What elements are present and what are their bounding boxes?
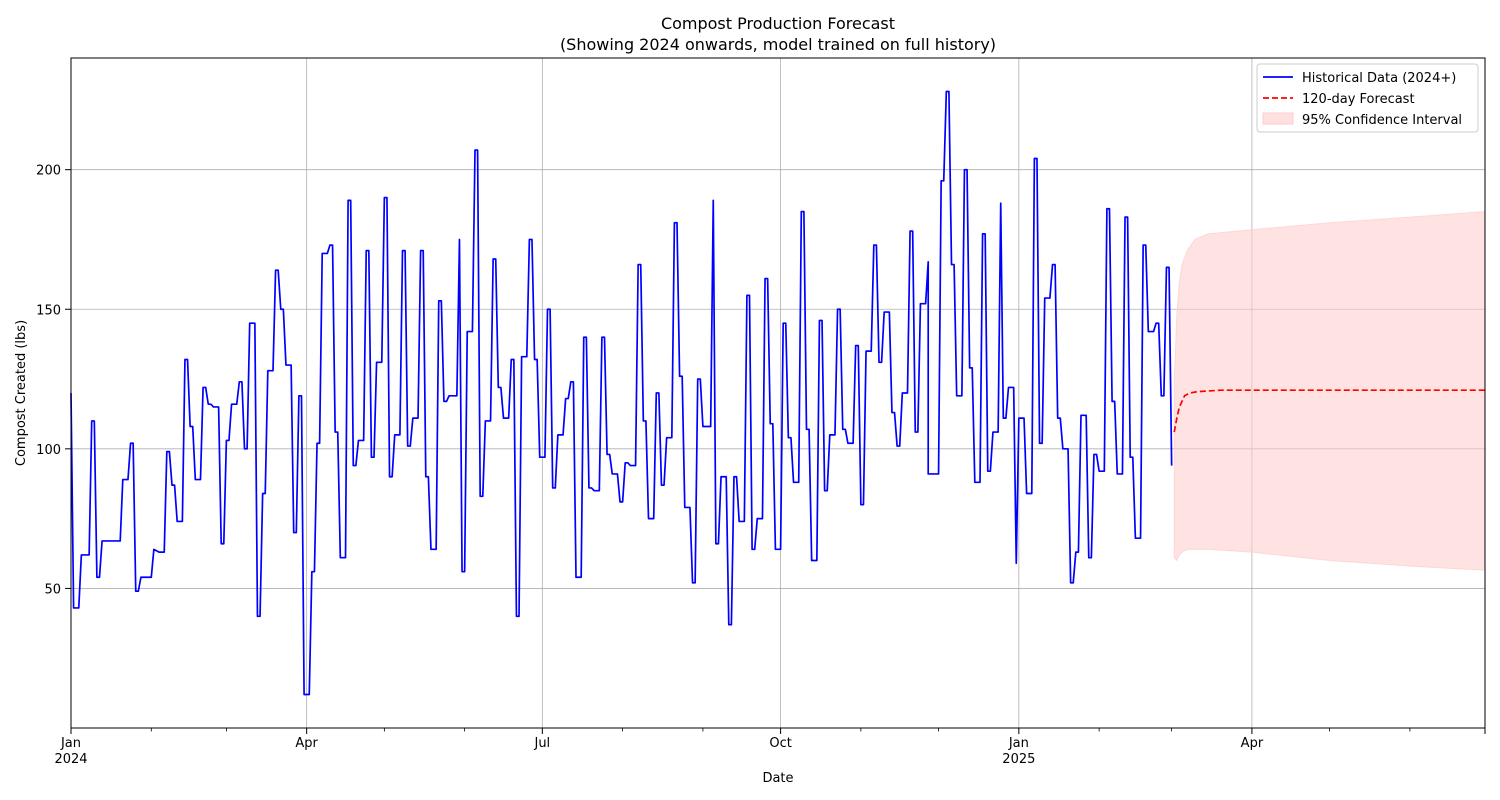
x-axis-label: Date (762, 771, 793, 786)
series-layer (70, 90, 1485, 696)
x-tick-label: Jan (60, 736, 81, 751)
legend-box (1256, 63, 1479, 133)
series-forecast-line (1173, 389, 1485, 433)
x-tick-label: Oct (769, 736, 791, 751)
y-tick-label: 100 (36, 443, 61, 458)
x-tick-label: Apr (295, 736, 318, 751)
legend-swatch-confidence (1262, 112, 1294, 125)
chart-subtitle: (Showing 2024 onwards, model trained on … (560, 35, 996, 54)
plot-frame (70, 57, 1486, 729)
y-tick-label: 150 (36, 303, 61, 318)
legend-label-forecast: 120-day Forecast (1302, 92, 1415, 107)
x-tick-label: Jan (1008, 736, 1029, 751)
series-historical-line (70, 90, 1173, 696)
legend-label-historical: Historical Data (2024+) (1302, 71, 1456, 86)
y-axis-label: Compost Created (lbs) (14, 320, 29, 466)
x-tick-year: 2025 (1002, 752, 1035, 767)
legend-label-confidence: 95% Confidence Interval (1302, 113, 1462, 128)
x-tick-label: Apr (1241, 736, 1264, 751)
legend: Historical Data (2024+) 120-day Forecast… (1256, 63, 1479, 133)
y-tick-label: 200 (36, 164, 61, 179)
chart-title: Compost Production Forecast (661, 14, 895, 33)
y-axis: 50 100 150 200 (36, 164, 71, 597)
x-tick-label: Jul (533, 736, 550, 751)
y-tick-label: 50 (44, 582, 61, 597)
x-tick-year: 2024 (54, 752, 87, 767)
